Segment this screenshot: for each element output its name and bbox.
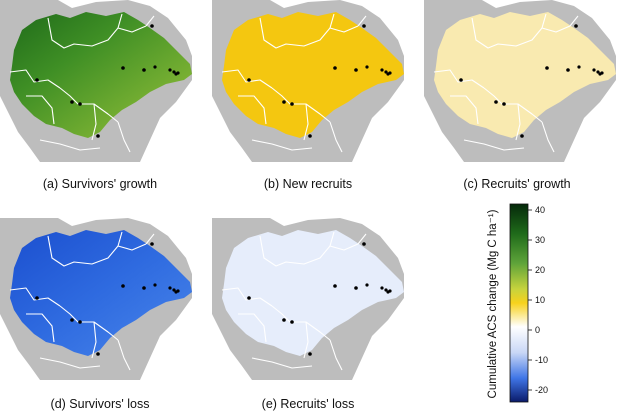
colorbar-tick-label: 10: [535, 295, 545, 305]
colorbar-legend: Cumulative ACS change (Mg C ha⁻¹) 40 30 20…: [470, 200, 590, 408]
colorbar-ticks: 40 30 20 10 0 -10 -20: [528, 205, 548, 395]
panel-caption-e: (e) Recruits' loss: [261, 397, 355, 411]
colorbar-tick-label: 0: [535, 325, 540, 335]
colorbar-tick-label: 40: [535, 205, 545, 215]
colorbar-tick-label: 20: [535, 265, 545, 275]
colorbar-gradient: [509, 203, 529, 403]
map-panel-survivors-growth: [0, 0, 192, 162]
map-panel-recruits-growth: [424, 0, 616, 162]
panel-caption-d: (d) Survivors' loss: [50, 397, 150, 411]
panel-caption-c: (c) Recruits' growth: [463, 177, 571, 191]
panel-caption-b: (b) New recruits: [263, 177, 353, 191]
map-panel-recruits-loss: [212, 218, 404, 380]
colorbar-tick-label: -10: [535, 355, 548, 365]
panel-caption-a: (a) Survivors' growth: [42, 177, 158, 191]
map-panel-survivors-loss: [0, 218, 192, 380]
map-panel-new-recruits: [212, 0, 404, 162]
colorbar-tick-label: 30: [535, 235, 545, 245]
colorbar-title: Cumulative ACS change (Mg C ha⁻¹): [487, 209, 499, 398]
colorbar-tick-label: -20: [535, 385, 548, 395]
